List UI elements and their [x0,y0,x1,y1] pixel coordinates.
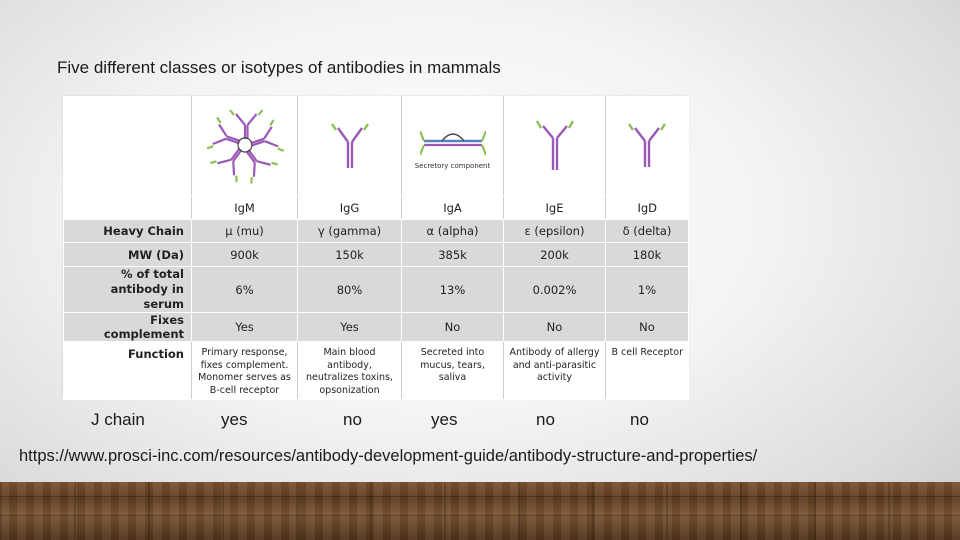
iga-structure: Secretory component [401,96,504,197]
iga-dimer-icon [418,130,487,156]
mw-row: MW (Da) 900k 150k 385k 200k 180k [63,242,689,267]
ige-structure [503,96,606,197]
isotype-header: IgM [191,196,298,220]
isotype-header: IgD [605,196,689,220]
j-chain-value-iga: yes [431,410,458,429]
table-cell: 1% [605,266,689,313]
table-cell: α (alpha) [401,219,504,243]
table-cell: Yes [191,312,298,342]
row-label: MW (Da) [63,242,192,267]
slide-title: Five different classes or isotypes of an… [57,58,501,77]
table-cell: Main blood antibody, neutralizes toxins,… [297,341,402,400]
j-chain-value-igg: no [343,410,362,429]
heavy-chain-row: Heavy Chain µ (mu) γ (gamma) α (alpha) ε… [63,219,689,243]
table-cell: 150k [297,242,402,267]
igm-structure [191,96,298,197]
floor-plank-line [0,496,960,497]
j-chain-value-ige: no [536,410,555,429]
table-cell: 180k [605,242,689,267]
table-cell: 13% [401,266,504,313]
table-cell: Secreted into mucus, tears, saliva [401,341,504,400]
fixes-complement-row: Fixes complement Yes Yes No No No [63,312,689,342]
isotype-header: IgA [401,196,504,220]
table-cell: No [605,312,689,342]
table-cell: No [401,312,504,342]
isotype-header-blank [63,196,192,220]
wood-floor [0,482,960,540]
j-chain-value-igm: yes [221,410,248,429]
table-cell: µ (mu) [191,219,298,243]
table-cell: 900k [191,242,298,267]
table-cell: 6% [191,266,298,313]
row-label: Heavy Chain [63,219,192,243]
source-url: https://www.prosci-inc.com/resources/ant… [19,447,758,465]
igm-pentamer-icon [205,109,285,185]
secretory-component-caption: Secretory component [414,162,491,170]
table-cell: Yes [297,312,402,342]
table-cell: 80% [297,266,402,313]
igg-monomer-icon [330,123,369,168]
table-cell: 0.002% [503,266,606,313]
antibody-table: Secretory component [63,96,689,400]
function-row: Function Primary response, fixes complem… [63,341,689,400]
table-cell: 385k [401,242,504,267]
j-chain-value-igd: no [630,410,649,429]
table-cell: γ (gamma) [297,219,402,243]
table-cell: ε (epsilon) [503,219,606,243]
table-cell: B cell Receptor [605,341,689,400]
table-cell: Antibody of allergy and anti-parasitic a… [503,341,606,400]
isotype-header-row: IgM IgG IgA IgE IgD [63,196,689,220]
isotype-header: IgE [503,196,606,220]
empty-corner [63,96,192,197]
table-cell: δ (delta) [605,219,689,243]
isotype-header: IgG [297,196,402,220]
ige-monomer-icon [535,120,574,170]
row-label: Function [63,341,192,400]
row-label: Fixes complement [63,312,192,342]
igg-structure [297,96,402,197]
antibody-table-image: Secretory component [63,96,689,400]
table-cell: 200k [503,242,606,267]
serum-percent-row: % of total antibody in serum 6% 80% 13% … [63,266,689,313]
row-label: % of total antibody in serum [63,266,192,313]
igd-monomer-icon [628,123,667,167]
table-cell: No [503,312,606,342]
j-chain-label: J chain [91,410,145,429]
table-cell: Primary response, fixes complement. Mono… [191,341,298,400]
structure-row: Secretory component [63,96,689,197]
floor-plank-line [0,515,960,516]
igd-structure [605,96,689,197]
